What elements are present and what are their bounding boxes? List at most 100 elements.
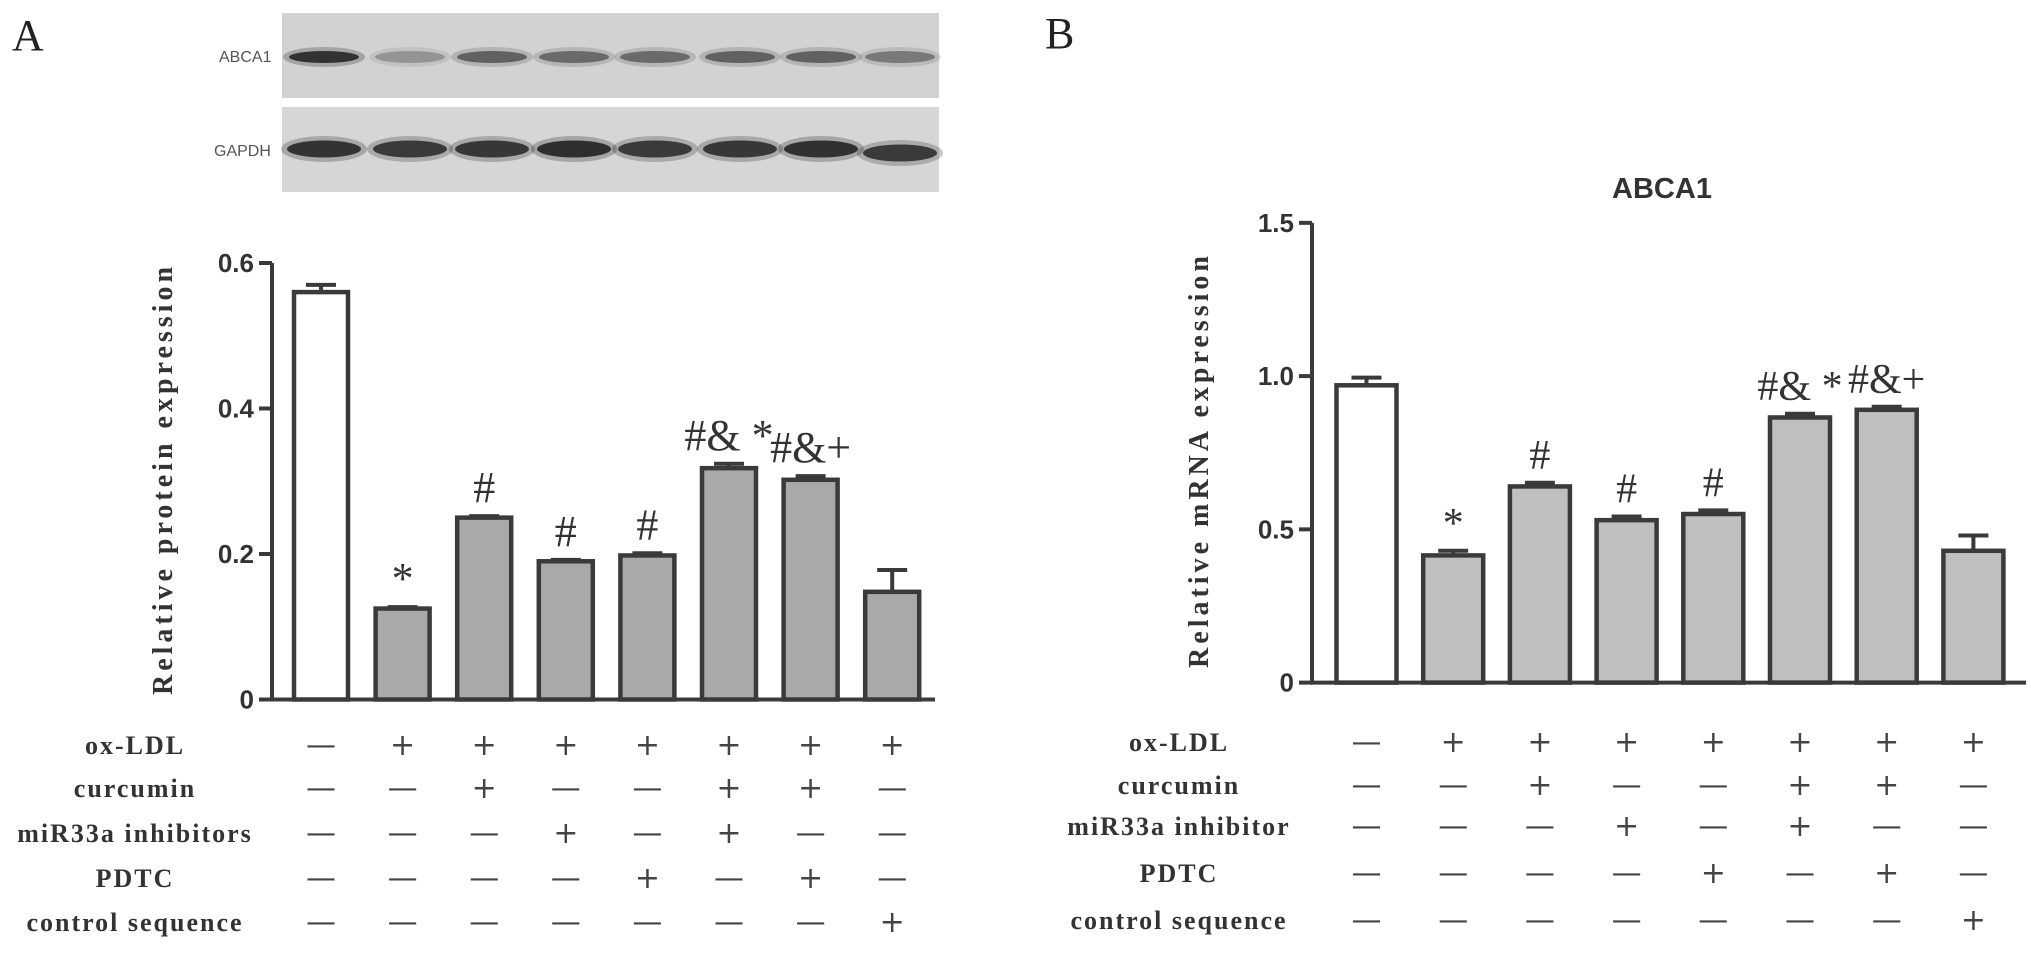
treatment-plus: + <box>880 728 905 763</box>
treatment-minus: — <box>1525 856 1555 891</box>
bar <box>454 515 514 702</box>
treatment-label: miR33a inhibitors <box>17 819 253 848</box>
treatment-minus: — <box>388 905 418 940</box>
treatment-minus: — <box>1352 856 1382 891</box>
gapdh-band <box>784 140 858 158</box>
treatment-plus: + <box>716 728 741 763</box>
gapdh-band <box>537 140 611 158</box>
gapdh-band <box>373 140 447 158</box>
panel-a: A ABCA1 GAPDH Relative protein expressio… <box>12 11 943 940</box>
bar <box>291 289 351 702</box>
treatment-plus: + <box>1614 809 1639 844</box>
treatment-plus: + <box>1874 768 1899 803</box>
significance-label: * <box>1443 501 1464 547</box>
treatment-plus: + <box>798 728 823 763</box>
significance-label: #&+ <box>1848 357 1925 403</box>
abca1-band <box>620 51 690 63</box>
significance-label: #&+ <box>770 423 851 472</box>
treatment-minus: — <box>1958 809 1988 844</box>
treatment-minus: — <box>469 861 499 896</box>
treatment-plus: + <box>1787 725 1812 760</box>
bar <box>536 559 596 702</box>
bar <box>1420 553 1486 685</box>
chart-b-plot: 0 0.5 1.0 1.5 * # # # #& * #&+ ox-LDL — + + + + + + + curcu… <box>1067 208 2026 938</box>
bar <box>373 606 432 702</box>
treatment-minus: — <box>551 905 581 940</box>
treatment-minus: — <box>551 861 581 896</box>
treatment-minus: — <box>306 861 336 896</box>
y-tick-label: 0.6 <box>218 248 254 278</box>
blot-label-gapdh: GAPDH <box>214 143 271 160</box>
abca1-band <box>539 51 609 63</box>
treatment-minus: — <box>388 771 418 806</box>
treatment-minus: — <box>1438 768 1468 803</box>
bar <box>1681 511 1746 685</box>
treatment-minus: — <box>469 816 499 851</box>
treatment-plus: + <box>880 905 905 940</box>
treatment-minus: — <box>714 905 744 940</box>
treatment-plus: + <box>1874 725 1899 760</box>
blot-label-abca1: ABCA1 <box>219 49 272 66</box>
significance-label: # <box>1616 466 1637 512</box>
abca1-band <box>457 51 527 63</box>
treatment-minus: — <box>1958 768 1988 803</box>
significance-label: # <box>473 463 495 512</box>
treatment-plus: + <box>1527 768 1552 803</box>
treatment-plus: + <box>1874 856 1899 891</box>
treatment-plus: + <box>1701 856 1726 891</box>
bar <box>1594 517 1659 685</box>
treatment-minus: — <box>306 816 336 851</box>
treatment-plus: + <box>1961 903 1986 938</box>
treatment-minus: — <box>1872 903 1902 938</box>
treatment-minus: — <box>1698 809 1728 844</box>
y-tick-label: 0 <box>240 685 254 715</box>
y-tick-label: 1.5 <box>1258 208 1294 238</box>
significance-label: # <box>1703 460 1724 506</box>
abca1-band <box>865 51 935 63</box>
chart-a-ylabel: Relative protein expression <box>148 263 179 695</box>
treatment-plus: + <box>472 728 497 763</box>
bar <box>1507 484 1573 685</box>
treatment-minus: — <box>1612 903 1642 938</box>
bar <box>1854 407 1919 685</box>
treatment-label: ox-LDL <box>85 731 185 760</box>
treatment-label: ox-LDL <box>1129 728 1229 757</box>
treatment-label: curcumin <box>74 774 196 803</box>
chart-b-ylabel: Relative mRNA expression <box>1184 252 1215 668</box>
treatment-plus: + <box>1527 725 1552 760</box>
significance-label: #& * <box>684 411 773 460</box>
abca1-band-halo <box>859 47 941 67</box>
gapdh-band <box>287 140 361 158</box>
treatment-minus: — <box>1352 768 1382 803</box>
treatment-minus: — <box>632 905 662 940</box>
treatment-minus: — <box>388 816 418 851</box>
treatment-plus: + <box>553 728 578 763</box>
treatment-minus: — <box>1698 768 1728 803</box>
y-tick-label: 1.0 <box>1258 361 1294 391</box>
treatment-plus: + <box>716 816 741 851</box>
abca1-band <box>289 51 359 63</box>
bar <box>781 477 840 702</box>
y-tick-label: 0.4 <box>218 394 255 424</box>
chart-a-plot: 0 0.2 0.4 0.6 * # # # #& *#&+ ox-LDL — + + + + + + + curcu… <box>17 248 935 940</box>
treatment-minus: — <box>1525 809 1555 844</box>
abca1-band <box>705 51 775 63</box>
treatment-minus: — <box>1612 856 1642 891</box>
treatment-minus: — <box>388 861 418 896</box>
treatment-label: miR33a inhibitor <box>1067 812 1290 841</box>
treatment-plus: + <box>1961 725 1986 760</box>
treatment-minus: — <box>1698 903 1728 938</box>
bar <box>1334 383 1399 685</box>
treatment-minus: — <box>796 905 826 940</box>
gapdh-band <box>618 140 692 158</box>
abca1-band <box>786 51 856 63</box>
bar <box>1941 548 2006 685</box>
bar <box>618 553 677 702</box>
panel-b: B ABCA1 Relative mRNA expression 0 0.5 1.0… <box>1045 9 2026 938</box>
gapdh-band <box>863 144 937 162</box>
treatment-label: PDTC <box>96 864 175 893</box>
y-tick-label: 0.5 <box>1258 514 1294 544</box>
treatment-plus: + <box>1701 725 1726 760</box>
significance-label: # <box>636 500 658 549</box>
